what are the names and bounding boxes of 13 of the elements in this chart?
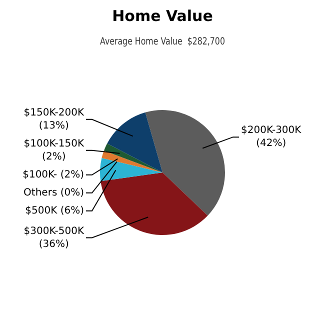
- data-label: (2%): [42, 151, 66, 162]
- slice-label: $300K-500K: [24, 226, 84, 237]
- slice-label: $200K-300K: [241, 125, 302, 136]
- slice-label: $100K-150K: [24, 138, 84, 150]
- category-label: Others (0%): [24, 187, 84, 198]
- data-label: (42%): [256, 138, 286, 150]
- data-label: (13%): [38, 120, 70, 132]
- chart-subtitle: Average Home Value $282,700: [100, 36, 226, 48]
- slice-label: $150K-200K: [24, 107, 84, 118]
- chart-title: Home Value: [112, 6, 213, 25]
- slice-label: $500K (6%): [25, 205, 84, 216]
- slice-label: $100K- (2%): [22, 169, 84, 180]
- data-label: (36%): [38, 238, 70, 250]
